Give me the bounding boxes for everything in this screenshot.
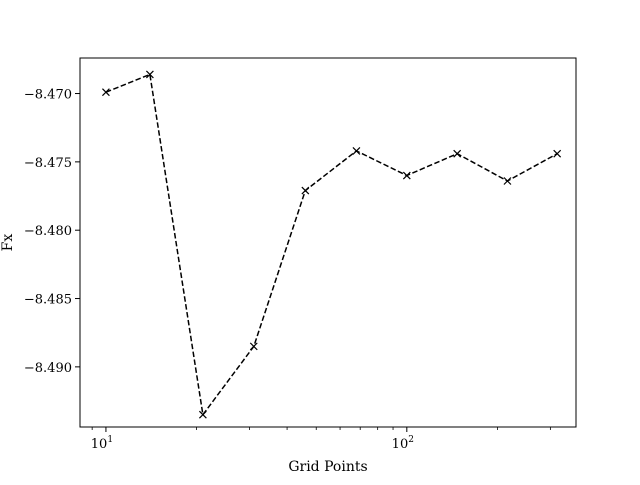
plot-frame bbox=[79, 57, 577, 428]
y-tick-label-0: −8.470 bbox=[24, 88, 72, 103]
data-point-9 bbox=[553, 149, 562, 158]
y-tick-label-2: −8.480 bbox=[24, 224, 72, 239]
axis-ticks: 101 102 −8.470 −8.475 −8.480 −8.485 −8.490 bbox=[24, 88, 551, 452]
y-axis-label: Fx bbox=[0, 234, 16, 252]
y-tick-label-1: −8.475 bbox=[24, 156, 72, 171]
data-point-6 bbox=[402, 171, 411, 180]
data-point-2 bbox=[198, 410, 207, 419]
data-point-7 bbox=[453, 149, 462, 158]
data-point-8 bbox=[503, 177, 512, 185]
y-tick-label-4: −8.490 bbox=[24, 361, 72, 376]
data-point-5 bbox=[352, 147, 361, 155]
data-point-0 bbox=[102, 88, 110, 97]
data-point-1 bbox=[145, 70, 154, 79]
series-line-0 bbox=[105, 73, 558, 417]
data-point-4 bbox=[301, 186, 310, 195]
series-layer bbox=[102, 70, 562, 419]
x-axis-label: Grid Points bbox=[288, 459, 367, 475]
x-tick-label-1: 102 bbox=[392, 435, 414, 452]
y-tick-label-3: −8.485 bbox=[24, 293, 72, 308]
data-point-3 bbox=[249, 342, 258, 351]
x-tick-label-0: 101 bbox=[91, 435, 113, 452]
